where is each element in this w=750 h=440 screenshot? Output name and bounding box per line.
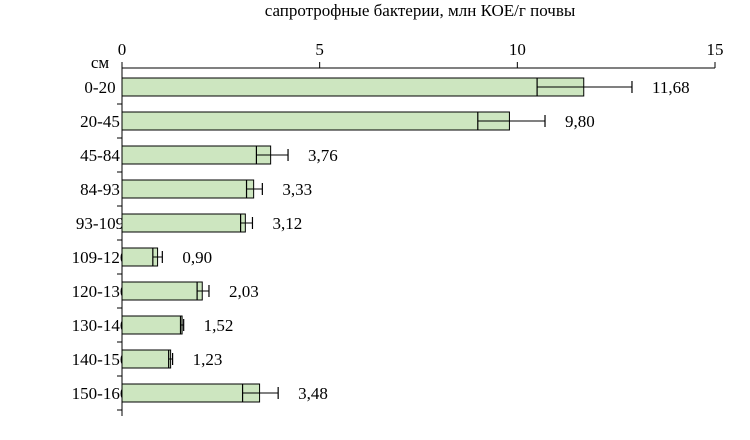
x-tick-label: 10 [509, 40, 526, 59]
bar [121, 281, 203, 301]
value-label: 3,76 [308, 146, 338, 165]
bars-group: 11,68 9,80 3,76 3,33 3,12 0,90 2,03 1,52 1,23 3,4… [121, 77, 690, 403]
bar [121, 213, 246, 233]
value-label: 0,90 [182, 248, 212, 267]
chart-axes: 0 5 10 15 0-20 20-45 45-84 84-93 93-109 109-120 12… [72, 40, 724, 416]
x-tick-label: 5 [315, 40, 324, 59]
bar [121, 145, 272, 165]
bar [121, 111, 510, 131]
value-label: 11,68 [652, 78, 690, 97]
category-label: 93-109 [76, 214, 124, 233]
category-label: 120-130 [72, 282, 129, 301]
value-label: 3,48 [298, 384, 328, 403]
y-axis-unit-label: см [91, 53, 110, 72]
category-label: 20-45 [80, 112, 120, 131]
x-tick-label: 15 [707, 40, 724, 59]
value-label: 2,03 [229, 282, 259, 301]
bar [121, 179, 255, 199]
category-label: 150-160 [72, 384, 129, 403]
bar [121, 315, 183, 335]
value-label: 1,23 [193, 350, 223, 369]
category-label: 140-150 [72, 350, 129, 369]
value-label: 9,80 [565, 112, 595, 131]
category-label: 130-140 [72, 316, 129, 335]
x-tick-label: 0 [118, 40, 127, 59]
chart-title: сапротрофные бактерии, млн КОЕ/г почвы [265, 1, 576, 20]
category-label: 84-93 [80, 180, 120, 199]
bar [121, 349, 172, 369]
category-label: 109-120 [72, 248, 129, 267]
value-label: 3,33 [282, 180, 312, 199]
bar [121, 77, 585, 97]
value-label: 3,12 [272, 214, 302, 233]
value-label: 1,52 [204, 316, 234, 335]
category-label: 0-20 [84, 78, 115, 97]
category-label: 45-84 [80, 146, 120, 165]
bar [121, 383, 261, 403]
